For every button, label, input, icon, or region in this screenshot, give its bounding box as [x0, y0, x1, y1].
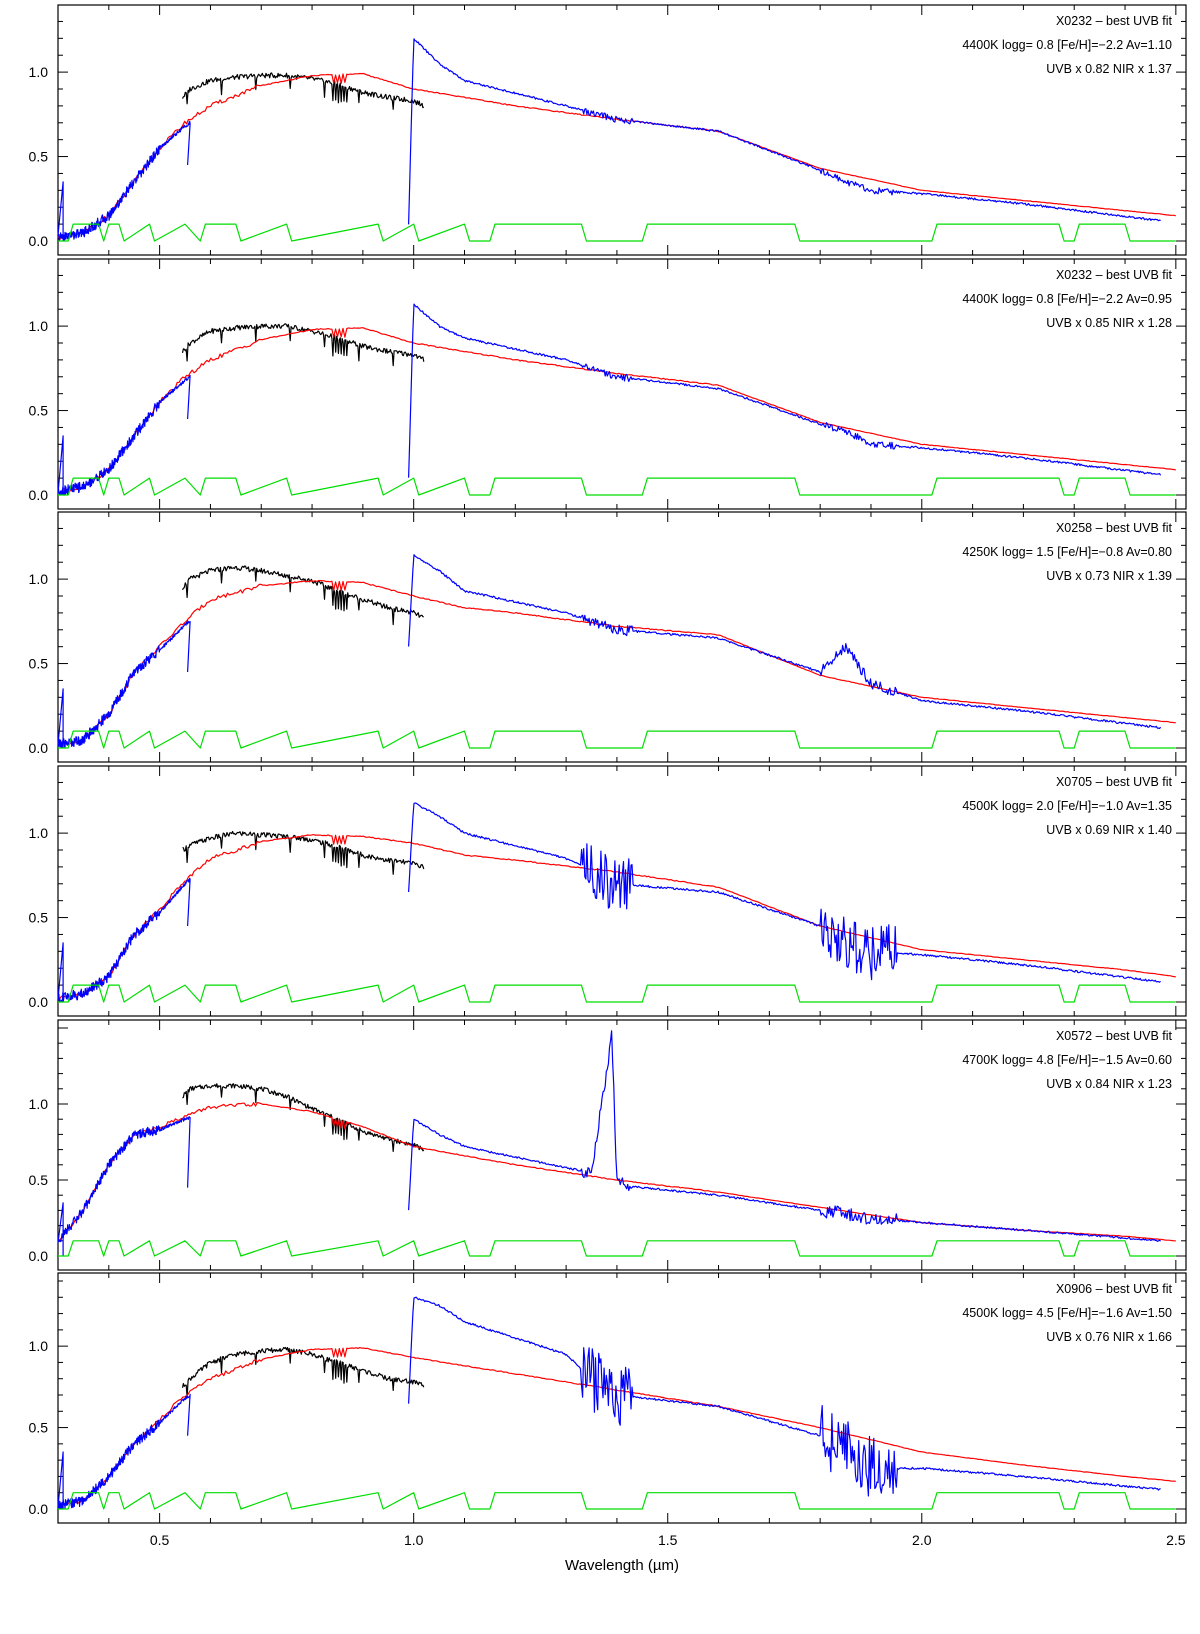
y-tick-label: 1.0: [29, 318, 49, 334]
y-tick-label: 1.0: [29, 1096, 49, 1112]
panel-annotation-line: UVB x 0.76 NIR x 1.66: [1046, 1330, 1172, 1344]
x-axis-label: Wavelength (µm): [565, 1557, 679, 1574]
panel-annotation-line: X0705 – best UVB fit: [1056, 775, 1173, 789]
panel-annotation-line: UVB x 0.82 NIR x 1.37: [1046, 62, 1172, 76]
panel-annotation-line: UVB x 0.84 NIR x 1.23: [1046, 1077, 1172, 1091]
y-tick-label: 0.0: [29, 740, 49, 756]
panel-annotation-line: 4400K logg= 0.8 [Fe/H]=−2.2 Av=0.95: [962, 292, 1172, 306]
y-tick-label: 1.0: [29, 571, 49, 587]
y-tick-label: 0.5: [29, 1172, 49, 1188]
mask-line: [58, 1492, 1176, 1510]
mask-line: [58, 223, 1176, 242]
y-tick-label: 0.0: [29, 1501, 49, 1517]
panel-annotation-line: 4500K logg= 4.5 [Fe/H]=−1.6 Av=1.50: [962, 1306, 1172, 1320]
panel-6: 0.0 0.5 1.0 X0906 – best UVB fit 4500K logg=…: [29, 1272, 1187, 1574]
model-line: [57, 834, 1176, 1000]
panel-1: 0.0 0.5 1.0 X0232 – best UVB fit 4400K logg=…: [29, 4, 1187, 256]
mask-line: [58, 730, 1176, 749]
panel-annotation-line: X0906 – best UVB fit: [1056, 1282, 1173, 1296]
uvb-model-line: [181, 1346, 425, 1398]
panel-2: 0.0 0.5 1.0 X0232 – best UVB fit 4400K logg=…: [29, 258, 1187, 510]
observed-uvb-line: [57, 120, 191, 242]
panel-frame: [57, 258, 1187, 510]
panel-annotation-line: UVB x 0.85 NIR x 1.28: [1046, 316, 1172, 330]
mask-line: [58, 1240, 1176, 1257]
x-tick-label: 2.5: [1166, 1532, 1186, 1548]
x-tick-label: 0.5: [150, 1532, 170, 1548]
x-tick-label: 1.0: [404, 1532, 424, 1548]
uvb-model-line: [181, 323, 425, 367]
y-tick-label: 0.5: [29, 1420, 49, 1436]
y-tick-label: 0.0: [29, 233, 49, 249]
panel-annotation-line: X0258 – best UVB fit: [1056, 521, 1173, 535]
panel-annotation-line: X0232 – best UVB fit: [1056, 268, 1173, 282]
observed-nir-line: [408, 303, 1162, 478]
observed-nir-line: [408, 802, 1161, 983]
y-tick-label: 0.0: [29, 994, 49, 1010]
observed-uvb-line: [57, 374, 191, 496]
observed-nir-line: [408, 38, 1161, 225]
panel-annotation-line: 4700K logg= 4.8 [Fe/H]=−1.5 Av=0.60: [962, 1053, 1172, 1067]
observed-nir-line: [408, 1296, 1161, 1497]
panel-annotation-line: 4500K logg= 2.0 [Fe/H]=−1.0 Av=1.35: [962, 799, 1172, 813]
panel-3: 0.0 0.5 1.0 X0258 – best UVB fit 4250K logg=…: [29, 511, 1187, 763]
observed-nir-line: [408, 554, 1162, 730]
observed-uvb-line: [57, 620, 191, 749]
mask-line: [58, 984, 1176, 1003]
uvb-model-line: [181, 565, 424, 626]
panel-frame: [57, 1019, 1187, 1271]
panel-frame: [57, 1272, 1187, 1524]
y-tick-label: 1.0: [29, 64, 49, 80]
y-tick-label: 0.0: [29, 1248, 49, 1264]
mask-line: [58, 477, 1176, 496]
observed-uvb-line: [57, 1393, 191, 1510]
panel-4: 0.0 0.5 1.0 X0705 – best UVB fit 4500K logg=…: [29, 765, 1187, 1017]
panel-frame: [57, 765, 1187, 1017]
panel-frame: [57, 4, 1187, 256]
model-line: [57, 579, 1176, 747]
panel-5: 0.0 0.5 1.0 X0572 – best UVB fit 4700K logg=…: [29, 1019, 1187, 1271]
y-tick-label: 0.5: [29, 403, 49, 419]
observed-uvb-line: [57, 877, 191, 1003]
y-tick-label: 0.0: [29, 487, 49, 503]
model-line: [57, 327, 1176, 493]
y-tick-label: 0.5: [29, 910, 49, 926]
x-tick-label: 2.0: [912, 1532, 932, 1548]
uvb-model-line: [182, 830, 425, 875]
y-tick-label: 1.0: [29, 1338, 49, 1354]
panel-annotation-line: X0572 – best UVB fit: [1056, 1029, 1173, 1043]
panel-annotation-line: UVB x 0.73 NIR x 1.39: [1046, 569, 1172, 583]
uvb-model-line: [182, 1083, 425, 1152]
observed-nir-line: [408, 1030, 1161, 1242]
observed-uvb-line: [57, 1116, 191, 1256]
panel-frame: [57, 511, 1187, 763]
y-tick-label: 0.5: [29, 149, 49, 165]
model-line: [57, 72, 1176, 240]
model-line: [57, 1347, 1176, 1507]
y-tick-label: 0.5: [29, 656, 49, 672]
panel-annotation-line: X0232 – best UVB fit: [1056, 14, 1173, 28]
x-tick-label: 1.5: [658, 1532, 678, 1548]
y-tick-label: 1.0: [29, 825, 49, 841]
panel-annotation-line: 4250K logg= 1.5 [Fe/H]=−0.8 Av=0.80: [962, 545, 1172, 559]
uvb-model-line: [181, 72, 425, 110]
panel-annotation-line: 4400K logg= 0.8 [Fe/H]=−2.2 Av=1.10: [962, 38, 1172, 52]
panel-annotation-line: UVB x 0.69 NIR x 1.40: [1046, 823, 1172, 837]
